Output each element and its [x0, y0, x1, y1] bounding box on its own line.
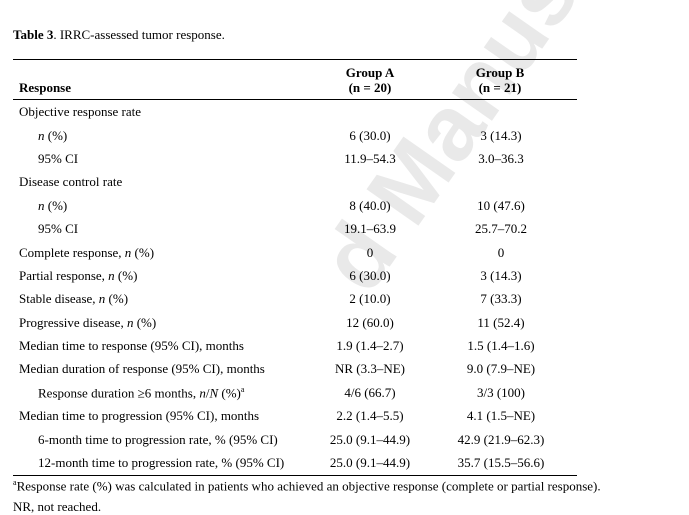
row-label: Objective response rate [19, 104, 142, 119]
row-label: Disease control rate [19, 174, 123, 189]
row-label: n (%) [38, 128, 68, 143]
cell-group-a: 19.1–63.9 [344, 221, 396, 236]
cell-group-a: 2 (10.0) [349, 291, 391, 306]
row-label: Median duration of response (95% CI), mo… [19, 361, 265, 376]
cell-group-b: 25.7–70.2 [475, 221, 527, 236]
table-row: 12-month time to progression rate, % (95… [0, 455, 689, 475]
table-header-rule [13, 99, 577, 100]
footnote-nr: NR, not reached. [13, 499, 102, 514]
table-caption-label: Table 3 [13, 27, 54, 42]
row-label: 95% CI [38, 221, 79, 236]
table-bottom-rule [13, 475, 577, 476]
cell-group-a: 0 [366, 245, 374, 260]
table-row: n (%) 6 (30.0) 3 (14.3) [0, 128, 689, 148]
row-label: n (%) [38, 198, 68, 213]
table-row: Stable disease, n (%) 2 (10.0) 7 (33.3) [0, 291, 689, 311]
row-label: Response duration ≥6 months, n/N (%)a [38, 385, 245, 401]
row-label: Stable disease, n (%) [19, 291, 129, 306]
cell-group-a: 8 (40.0) [349, 198, 391, 213]
footnote-response-rate: aResponse rate (%) was calculated in pat… [13, 478, 601, 494]
row-label: Complete response, n (%) [19, 245, 155, 260]
cell-group-a: 4/6 (66.7) [344, 385, 396, 400]
cell-group-a: 6 (30.0) [349, 128, 391, 143]
column-header-response: Response [19, 80, 72, 95]
footnote-text: Response rate (%) was calculated in pati… [16, 478, 601, 494]
group-a-name: Group A [345, 65, 395, 80]
table-row: Objective response rate [0, 104, 689, 124]
column-header-group-a: Group A (n = 20) [310, 65, 430, 95]
table-row: Progressive disease, n (%) 12 (60.0) 11 … [0, 315, 689, 335]
cell-group-a: NR (3.3–NE) [334, 361, 406, 376]
group-b-n: (n = 21) [478, 80, 522, 95]
row-label: 12-month time to progression rate, % (95… [38, 455, 285, 470]
table-row: Median duration of response (95% CI), mo… [0, 361, 689, 381]
table-row: Disease control rate [0, 174, 689, 194]
column-header-group-b: Group B (n = 21) [440, 65, 560, 95]
cell-group-b: 10 (47.6) [477, 198, 525, 213]
row-label: Partial response, n (%) [19, 268, 138, 283]
cell-group-a: 25.0 (9.1–44.9) [329, 455, 411, 470]
cell-group-b: 3/3 (100) [476, 385, 526, 400]
table-row: 95% CI 11.9–54.3 3.0–36.3 [0, 151, 689, 171]
table-row: Median time to progression (95% CI), mon… [0, 408, 689, 428]
cell-group-b: 9.0 (7.9–NE) [466, 361, 536, 376]
table-row: Response duration ≥6 months, n/N (%)a 4/… [0, 385, 689, 405]
cell-group-b: 4.1 (1.5–NE) [466, 408, 536, 423]
cell-group-b: 42.9 (21.9–62.3) [457, 432, 545, 447]
table-row: Median time to response (95% CI), months… [0, 338, 689, 358]
row-label: 6-month time to progression rate, % (95%… [38, 432, 278, 447]
cell-group-a: 2.2 (1.4–5.5) [336, 408, 404, 423]
table-row: Partial response, n (%) 6 (30.0) 3 (14.3… [0, 268, 689, 288]
table-caption-text: . IRRC-assessed tumor response. [53, 27, 225, 42]
cell-group-a: 6 (30.0) [349, 268, 391, 283]
table-row: 6-month time to progression rate, % (95%… [0, 432, 689, 452]
footnote-marker: a [13, 478, 17, 487]
table-row: 95% CI 19.1–63.9 25.7–70.2 [0, 221, 689, 241]
cell-group-b: 7 (33.3) [480, 291, 522, 306]
cell-group-a: 1.9 (1.4–2.7) [336, 338, 404, 353]
row-label: Progressive disease, n (%) [19, 315, 157, 330]
cell-group-b: 3 (14.3) [480, 128, 522, 143]
cell-group-b: 3 (14.3) [480, 268, 522, 283]
cell-group-a: 12 (60.0) [346, 315, 394, 330]
table-row: n (%) 8 (40.0) 10 (47.6) [0, 198, 689, 218]
table-row: Complete response, n (%) 0 0 [0, 245, 689, 265]
table-caption: Table 3. IRRC-assessed tumor response. [13, 27, 225, 43]
cell-group-b: 11 (52.4) [477, 315, 525, 330]
group-b-name: Group B [475, 65, 525, 80]
cell-group-b: 0 [497, 245, 505, 260]
footnote-marker: a [240, 385, 245, 394]
row-label: 95% CI [38, 151, 79, 166]
cell-group-a: 11.9–54.3 [344, 151, 396, 166]
cell-group-b: 35.7 (15.5–56.6) [457, 455, 545, 470]
cell-group-a: 25.0 (9.1–44.9) [329, 432, 411, 447]
row-label: Median time to progression (95% CI), mon… [19, 408, 260, 423]
cell-group-b: 3.0–36.3 [478, 151, 524, 166]
group-a-n: (n = 20) [348, 80, 392, 95]
table-top-rule [13, 59, 577, 60]
row-label: Median time to response (95% CI), months [19, 338, 244, 353]
cell-group-b: 1.5 (1.4–1.6) [467, 338, 535, 353]
